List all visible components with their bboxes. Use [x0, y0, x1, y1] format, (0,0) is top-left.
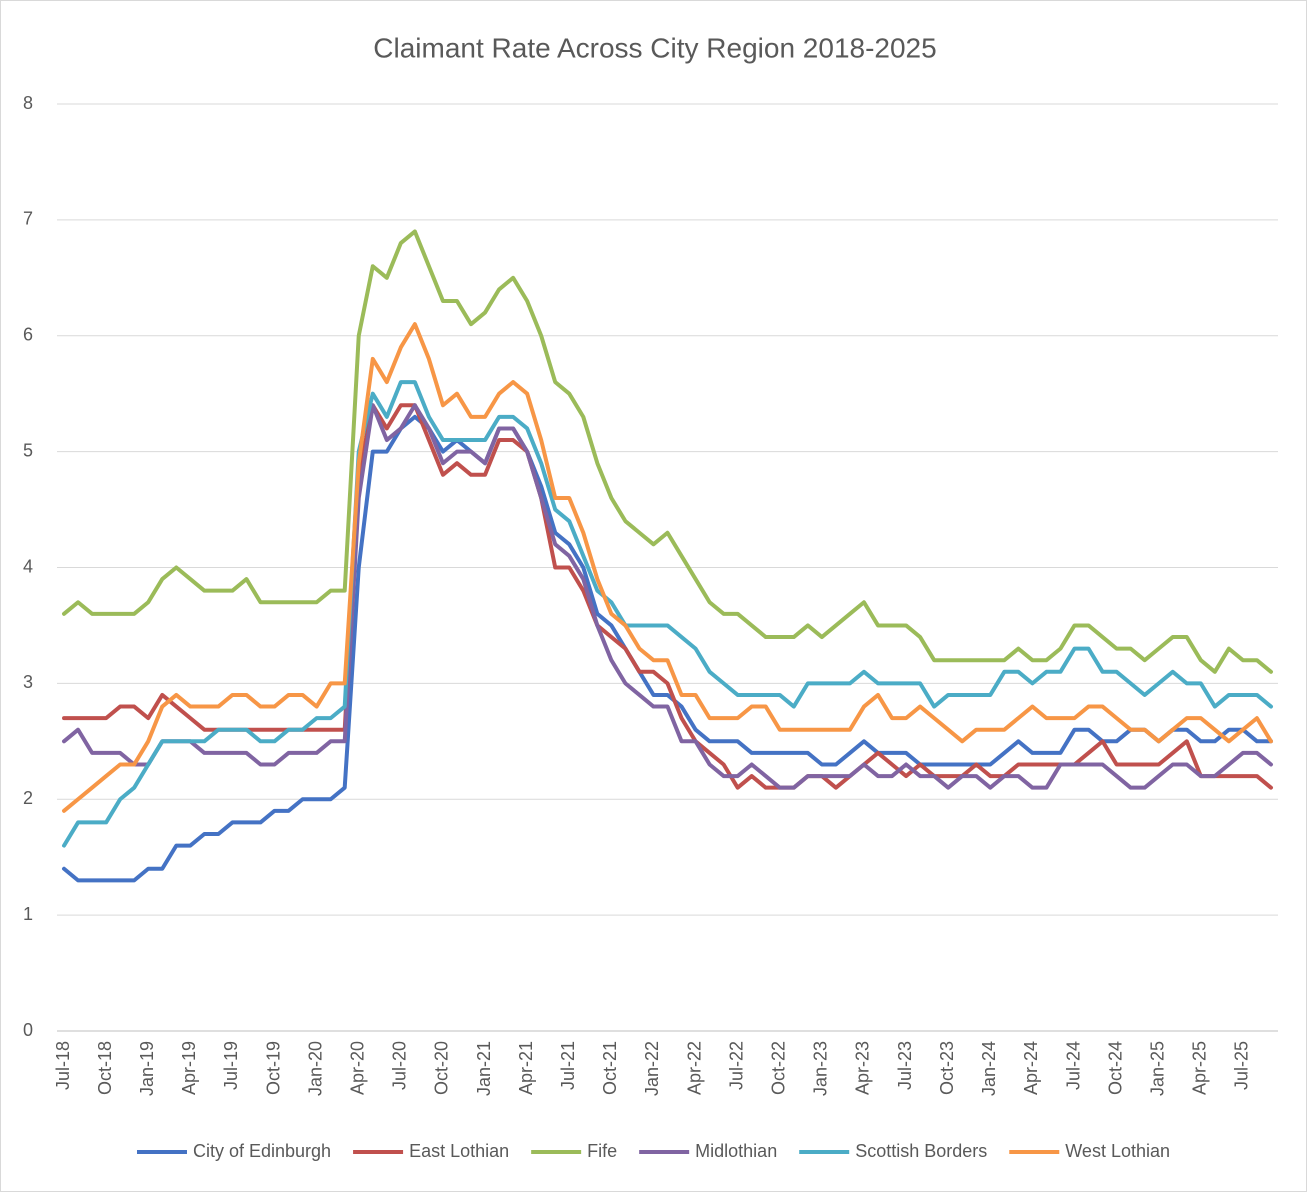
y-tick-label: 2 — [23, 788, 33, 808]
x-tick-label: Jul-21 — [558, 1041, 578, 1090]
x-tick-label: Apr-21 — [516, 1041, 536, 1095]
x-tick-label: Oct-20 — [432, 1041, 452, 1095]
x-tick-label: Apr-19 — [179, 1041, 199, 1095]
x-tick-label: Jul-19 — [221, 1041, 241, 1090]
series-line — [62, 380, 1273, 848]
x-tick-label: Jan-20 — [305, 1041, 325, 1096]
y-tick-label: 5 — [23, 440, 33, 460]
x-tick-label: Apr-22 — [684, 1041, 704, 1095]
x-tick-label: Apr-20 — [347, 1041, 367, 1095]
series-line — [62, 229, 1273, 674]
x-tick-label: Jan-21 — [474, 1041, 494, 1096]
x-tick-label: Oct-21 — [600, 1041, 620, 1095]
x-tick-label: Jul-23 — [895, 1041, 915, 1090]
y-tick-label: 1 — [23, 904, 33, 924]
x-tick-label: Oct-19 — [263, 1041, 283, 1095]
y-tick-label: 8 — [23, 93, 33, 113]
x-tick-label: Oct-22 — [769, 1041, 789, 1095]
x-tick-label: Jul-18 — [53, 1041, 73, 1090]
legend-label: Scottish Borders — [855, 1141, 987, 1161]
y-tick-label: 7 — [23, 209, 33, 229]
x-tick-label: Oct-24 — [1105, 1041, 1125, 1095]
series-line — [62, 322, 1273, 813]
x-tick-label: Oct-18 — [95, 1041, 115, 1095]
legend-label: Midlothian — [695, 1141, 777, 1161]
x-tick-label: Jul-25 — [1232, 1041, 1252, 1090]
y-tick-label: 4 — [23, 556, 33, 576]
x-tick-label: Jul-24 — [1063, 1041, 1083, 1090]
x-tick-label: Jan-19 — [137, 1041, 157, 1096]
y-tick-label: 3 — [23, 672, 33, 692]
x-tick-label: Jan-22 — [642, 1041, 662, 1096]
x-tick-label: Jan-24 — [979, 1041, 999, 1096]
y-tick-label: 6 — [23, 325, 33, 345]
x-tick-label: Jan-25 — [1147, 1041, 1167, 1096]
x-tick-label: Oct-23 — [937, 1041, 957, 1095]
chart-title: Claimant Rate Across City Region 2018-20… — [373, 32, 936, 63]
legend-label: Fife — [587, 1141, 617, 1161]
legend-label: City of Edinburgh — [193, 1141, 331, 1161]
x-tick-label: Apr-23 — [853, 1041, 873, 1095]
x-tick-label: Apr-24 — [1021, 1041, 1041, 1095]
legend-label: East Lothian — [409, 1141, 509, 1161]
y-tick-label: 0 — [23, 1020, 33, 1040]
x-tick-label: Jul-20 — [390, 1041, 410, 1090]
x-tick-label: Apr-25 — [1190, 1041, 1210, 1095]
x-tick-label: Jul-22 — [726, 1041, 746, 1090]
x-tick-label: Jan-23 — [811, 1041, 831, 1096]
legend-label: West Lothian — [1065, 1141, 1170, 1161]
series-line — [62, 403, 1273, 790]
series-line — [62, 414, 1273, 883]
